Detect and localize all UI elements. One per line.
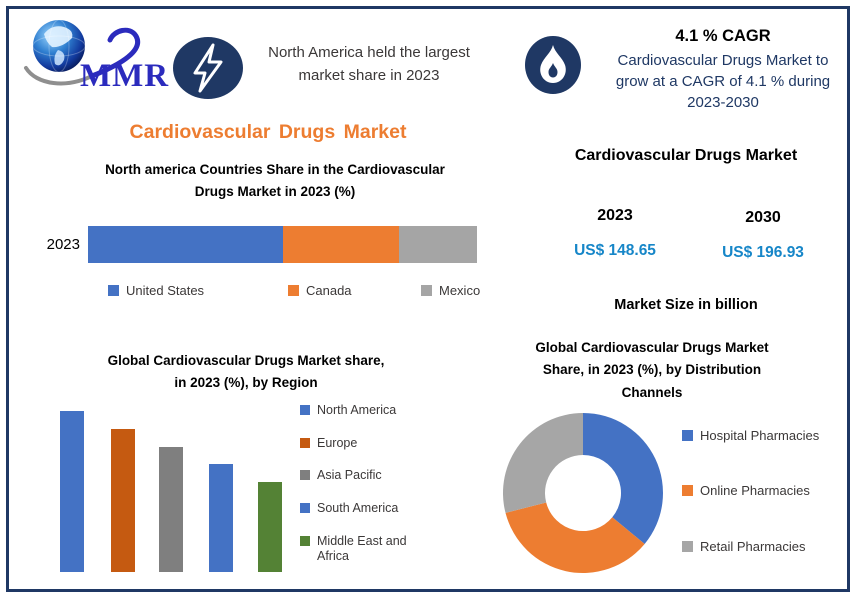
legend-marker-asia-pacific — [300, 470, 310, 481]
legend-item-asia-pacific: Asia Pacific — [300, 468, 412, 484]
legend-item-north-america: North America — [300, 403, 412, 419]
legend-marker-hospital-pharmacies — [682, 430, 693, 441]
legend-marker-middle-east-and-africa — [300, 535, 310, 546]
slice-online-pharmacies — [505, 502, 645, 574]
legend-label: Canada — [306, 283, 352, 298]
legend-label: Europe — [317, 435, 358, 450]
market-size-caption: Market Size in billion — [614, 297, 758, 313]
bar-south-america — [209, 464, 233, 572]
chart1-title: North america Countries Share in the Car… — [36, 159, 514, 204]
market-size-col-2023: 2023 US$ 148.65 — [560, 207, 670, 260]
stacked-bar-legend: United States Canada Mexico — [88, 283, 480, 303]
market-size-col-2030: 2030 US$ 196.93 — [708, 209, 818, 262]
donut-svg — [502, 413, 663, 574]
legend-marker-retail-pharmacies — [682, 540, 693, 552]
main-title: Cardiovascular Drugs Market — [129, 121, 407, 143]
cagr-block: 4.1 % CAGR Cardiovascular Drugs Market t… — [600, 27, 846, 113]
legend-label: Middle East and Africa — [317, 533, 407, 564]
segment-mexico — [399, 226, 477, 263]
legend-marker-europe — [300, 437, 310, 448]
slice-hospital-pharmacies — [583, 413, 663, 544]
legend-marker-united-states — [108, 285, 119, 296]
chart2-title: Global Cardiovascular Drugs Market share… — [34, 350, 458, 395]
chart1-category-label: 2023 — [46, 236, 80, 253]
value-2023: US$ 148.65 — [574, 242, 656, 259]
bar-europe — [111, 429, 135, 572]
swoosh-gray — [24, 66, 98, 86]
flame-icon — [525, 36, 581, 94]
legend-item-middle-east-and-africa: Middle East and Africa — [300, 534, 412, 565]
region-legend: North America Europe Asia Pacific South Ame… — [300, 403, 422, 582]
globe-icon — [24, 19, 141, 86]
bar-asia-pacific — [159, 447, 183, 572]
chart1-title-line1: North america Countries Share in the Car… — [105, 162, 445, 177]
legend-marker-south-america — [300, 502, 310, 513]
segment-united-states — [88, 226, 283, 263]
legend-marker-online-pharmacies — [682, 485, 693, 497]
legend-item-south-america: South America — [300, 501, 412, 517]
page-border — [6, 6, 850, 592]
chart3-title-line2: Share, in 2023 (%), by Distribution — [542, 362, 762, 378]
legend-marker-canada — [288, 285, 299, 296]
legend-label: Mexico — [439, 283, 481, 298]
legend-item-canada: Canada — [288, 283, 352, 299]
legend-item-online-pharmacies: Online Pharmacies — [682, 483, 832, 499]
bar-middle-east-and-africa — [258, 482, 282, 572]
legend-item-united-states: United States — [108, 283, 204, 299]
year-label-2030: 2030 — [745, 209, 781, 226]
legend-marker-north-america — [300, 405, 310, 415]
market-size-title: Cardiovascular Drugs Market — [574, 147, 798, 164]
chart3-title-line1: Global Cardiovascular Drugs Market — [535, 340, 769, 355]
lightning-badge — [172, 36, 244, 100]
mmr-logo: MMR — [22, 14, 187, 100]
slice-retail-pharmacies — [502, 413, 583, 513]
legend-label: Hospital Pharmacies — [700, 428, 820, 443]
left-callout-text: North America held the largest market sh… — [268, 44, 470, 84]
cagr-text: Cardiovascular Drugs Market to grow at a… — [615, 52, 831, 111]
legend-label: North America — [317, 403, 397, 417]
legend-item-mexico: Mexico — [421, 283, 480, 299]
cagr-title: 4.1 % CAGR — [675, 27, 771, 45]
chart1-title-line2: Drugs Market in 2023 (%) — [194, 184, 356, 200]
lightning-icon — [173, 37, 243, 99]
chart3-title: Global Cardiovascular Drugs Market Share… — [476, 337, 828, 404]
legend-item-hospital-pharmacies: Hospital Pharmacies — [682, 428, 832, 444]
legend-item-retail-pharmacies: Retail Pharmacies — [682, 539, 832, 555]
bar-north-america — [60, 411, 84, 572]
swoosh-blue — [89, 27, 141, 79]
chart2-title-line1: Global Cardiovascular Drugs Market share… — [107, 353, 385, 368]
brand-text: MMR — [80, 58, 170, 94]
segment-canada — [282, 226, 400, 263]
donut-legend: Hospital Pharmacies Online Pharmacies Reta… — [682, 428, 832, 594]
legend-marker-mexico — [421, 285, 432, 296]
legend-label: Retail Pharmacies — [700, 538, 806, 554]
chart2-title-line2: in 2023 (%), by Region — [174, 375, 318, 391]
year-label-2023: 2023 — [597, 207, 633, 224]
chart3-title-line3: Channels — [621, 384, 683, 400]
legend-label: Online Pharmacies — [700, 483, 810, 499]
legend-label: United States — [126, 283, 205, 298]
flame-badge — [524, 35, 582, 95]
legend-label: South America — [317, 500, 399, 515]
legend-label: Asia Pacific — [317, 468, 382, 483]
value-2030: US$ 196.93 — [722, 244, 804, 261]
stacked-bar — [88, 226, 477, 263]
region-bars — [50, 390, 300, 572]
legend-item-europe: Europe — [300, 436, 412, 452]
